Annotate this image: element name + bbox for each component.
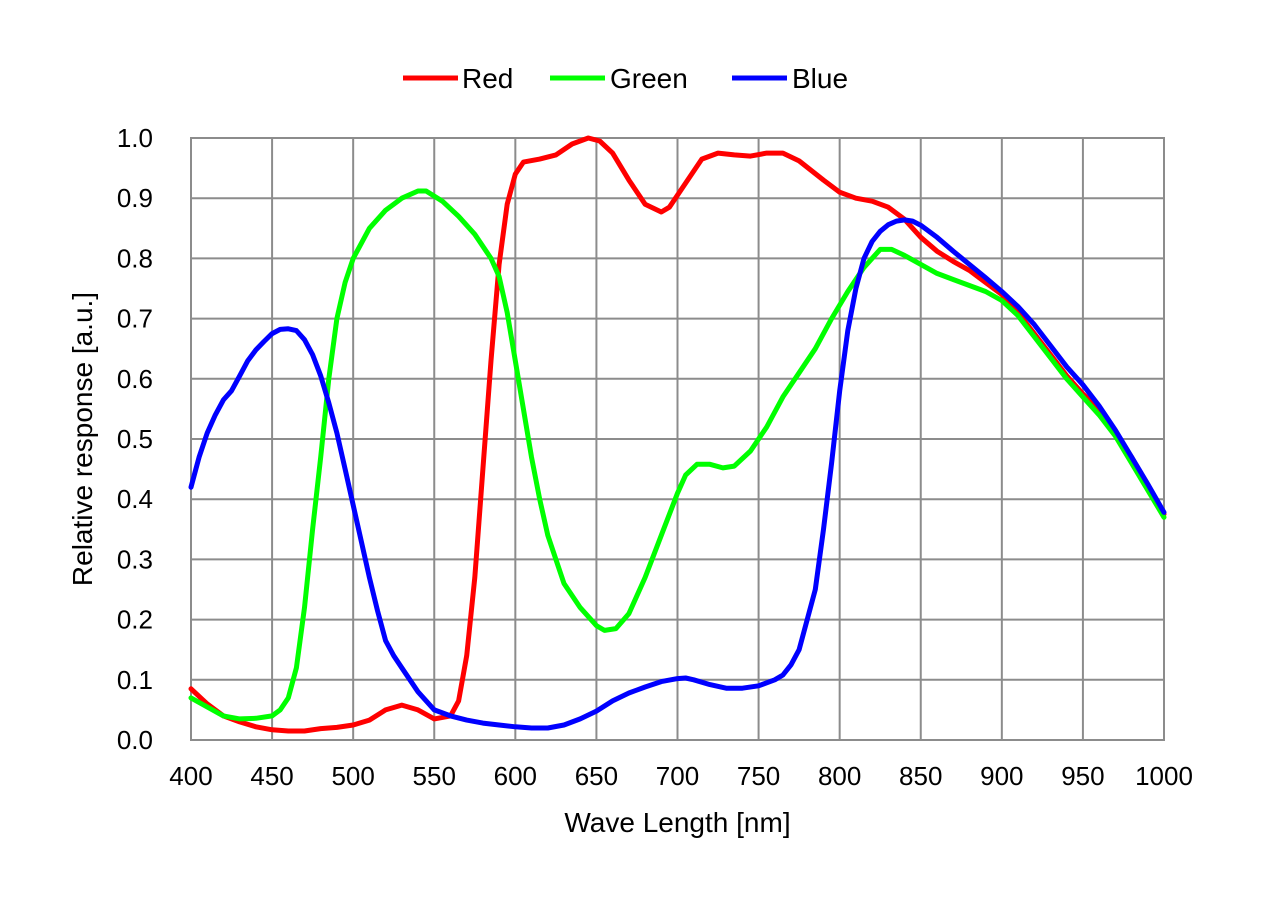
legend-label-green: Green [610,63,688,94]
x-tick-label: 750 [737,761,780,791]
x-tick-label: 700 [656,761,699,791]
x-tick-label: 450 [250,761,293,791]
y-tick-label: 0.0 [117,725,153,755]
y-tick-label: 0.6 [117,364,153,394]
y-tick-labels: 0.0 0.1 0.2 0.3 0.4 0.5 0.6 0.7 0.8 0.9 1.0 [117,123,153,755]
series-layer [188,135,1167,734]
legend-label-blue: Blue [792,63,848,94]
y-tick-label: 0.4 [117,484,153,514]
y-tick-label: 0.7 [117,304,153,334]
x-tick-label: 500 [331,761,374,791]
x-tick-label: 900 [980,761,1023,791]
series-line-blue [188,217,1167,731]
y-tick-label: 0.5 [117,424,153,454]
y-tick-label: 1.0 [117,123,153,153]
x-tick-label: 650 [575,761,618,791]
y-tick-label: 0.3 [117,544,153,574]
plot-frame [190,137,1165,741]
x-tick-label: 850 [899,761,942,791]
x-tick-label: 550 [413,761,456,791]
y-tick-label: 0.9 [117,183,153,213]
y-tick-label: 0.8 [117,243,153,273]
y-axis-title: Relative response [a.u.] [67,292,98,586]
x-tick-label: 400 [169,761,212,791]
legend: Red Green Blue [403,63,848,94]
x-axis-title: Wave Length [nm] [564,807,790,838]
y-tick-label: 0.2 [117,605,153,635]
x-tick-label: 600 [494,761,537,791]
legend-label-red: Red [462,63,513,94]
x-tick-label: 950 [1061,761,1104,791]
series-line-green [188,188,1167,722]
series-line-red [188,135,1167,734]
x-tick-label: 800 [818,761,861,791]
y-tick-label: 0.1 [117,665,153,695]
x-tick-labels: 400 450 500 550 600 650 700 750 800 850 900 950 1000 [169,761,1193,791]
x-tick-label: 1000 [1135,761,1193,791]
